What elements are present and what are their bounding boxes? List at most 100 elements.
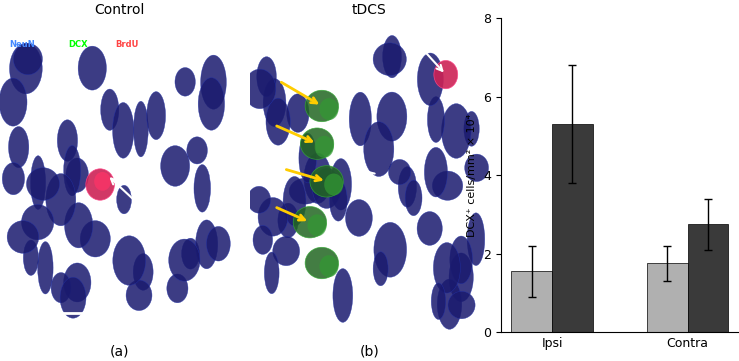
Ellipse shape [244, 69, 276, 109]
Ellipse shape [330, 158, 352, 210]
Bar [687, 224, 728, 332]
Ellipse shape [432, 171, 463, 200]
Ellipse shape [147, 92, 166, 140]
Ellipse shape [273, 236, 299, 266]
Ellipse shape [389, 160, 411, 184]
Ellipse shape [133, 254, 153, 290]
Ellipse shape [134, 101, 149, 157]
Ellipse shape [51, 273, 71, 303]
Text: (b): (b) [360, 345, 379, 359]
Ellipse shape [21, 205, 54, 240]
Ellipse shape [58, 120, 78, 161]
Ellipse shape [167, 274, 188, 303]
Ellipse shape [405, 180, 422, 216]
Ellipse shape [374, 222, 406, 277]
Bar [552, 124, 593, 332]
Ellipse shape [13, 43, 42, 75]
Ellipse shape [78, 46, 106, 90]
Ellipse shape [299, 133, 316, 183]
Ellipse shape [64, 203, 93, 248]
Ellipse shape [464, 112, 479, 146]
Ellipse shape [0, 78, 27, 126]
Ellipse shape [424, 147, 447, 197]
Ellipse shape [66, 158, 89, 192]
Ellipse shape [300, 128, 334, 160]
Ellipse shape [346, 200, 372, 236]
Ellipse shape [319, 98, 338, 120]
Ellipse shape [24, 240, 38, 275]
Ellipse shape [383, 35, 401, 78]
Ellipse shape [196, 220, 218, 269]
Bar [511, 271, 552, 332]
Ellipse shape [256, 57, 276, 97]
Ellipse shape [86, 169, 115, 200]
Ellipse shape [265, 252, 279, 294]
Y-axis label: DCX⁺ cells/mm² × 10⁴: DCX⁺ cells/mm² × 10⁴ [467, 113, 477, 237]
Ellipse shape [258, 197, 288, 236]
Ellipse shape [60, 277, 86, 318]
Text: /: / [55, 40, 58, 49]
Ellipse shape [64, 145, 81, 196]
Ellipse shape [126, 280, 152, 310]
Ellipse shape [46, 174, 76, 226]
Text: NeuN: NeuN [10, 40, 35, 49]
Ellipse shape [289, 178, 321, 204]
Ellipse shape [417, 212, 443, 245]
Ellipse shape [187, 137, 208, 164]
Title: tDCS: tDCS [352, 3, 387, 17]
Text: BrdU: BrdU [115, 40, 139, 49]
Ellipse shape [194, 165, 211, 212]
Ellipse shape [448, 291, 475, 319]
Ellipse shape [449, 253, 473, 302]
Text: /: / [103, 40, 106, 49]
Ellipse shape [433, 243, 460, 293]
Ellipse shape [198, 78, 225, 130]
Bar [647, 264, 687, 332]
Ellipse shape [324, 174, 344, 196]
Ellipse shape [160, 145, 190, 186]
Ellipse shape [263, 79, 286, 127]
Ellipse shape [101, 89, 119, 130]
Ellipse shape [373, 252, 388, 286]
Ellipse shape [81, 221, 110, 257]
Ellipse shape [9, 127, 29, 168]
Ellipse shape [64, 263, 91, 302]
Ellipse shape [310, 166, 344, 197]
Ellipse shape [182, 238, 200, 269]
Ellipse shape [305, 247, 338, 279]
Ellipse shape [2, 162, 24, 195]
Ellipse shape [293, 206, 327, 238]
Ellipse shape [398, 167, 417, 207]
Ellipse shape [315, 136, 334, 158]
Ellipse shape [465, 154, 488, 182]
Ellipse shape [304, 153, 331, 204]
Ellipse shape [10, 43, 42, 94]
Ellipse shape [330, 180, 347, 221]
Ellipse shape [278, 203, 299, 238]
Ellipse shape [364, 122, 394, 177]
Ellipse shape [287, 94, 309, 132]
Ellipse shape [313, 168, 341, 208]
Ellipse shape [373, 43, 406, 75]
Ellipse shape [38, 242, 53, 294]
Ellipse shape [333, 269, 353, 322]
Ellipse shape [434, 60, 457, 89]
Ellipse shape [27, 168, 60, 200]
Ellipse shape [94, 172, 111, 191]
Ellipse shape [441, 104, 471, 158]
Text: (a): (a) [109, 345, 129, 359]
Ellipse shape [7, 221, 38, 253]
Ellipse shape [117, 185, 132, 214]
Ellipse shape [418, 53, 443, 105]
Title: Control: Control [94, 3, 144, 17]
Ellipse shape [283, 177, 306, 226]
Ellipse shape [427, 97, 445, 143]
Ellipse shape [248, 186, 270, 213]
Ellipse shape [30, 156, 46, 209]
Ellipse shape [253, 226, 273, 255]
Ellipse shape [266, 98, 290, 145]
Ellipse shape [377, 92, 407, 141]
Ellipse shape [450, 236, 472, 284]
Ellipse shape [206, 226, 231, 261]
Ellipse shape [307, 214, 327, 236]
